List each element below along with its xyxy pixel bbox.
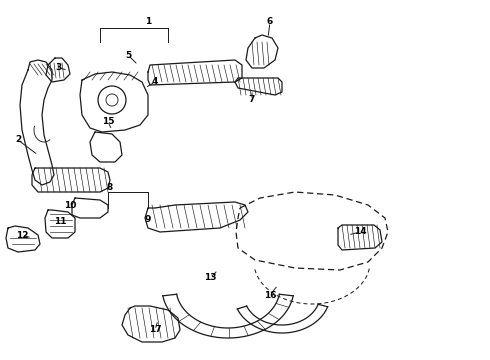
Text: 8: 8 [107, 184, 113, 193]
Text: 15: 15 [102, 117, 114, 126]
Text: 12: 12 [16, 230, 28, 239]
Text: 7: 7 [249, 95, 255, 104]
Text: 3: 3 [55, 63, 61, 72]
Text: 9: 9 [145, 216, 151, 225]
Text: 13: 13 [204, 274, 216, 283]
Text: 14: 14 [354, 228, 367, 237]
Text: 11: 11 [54, 217, 66, 226]
Text: 10: 10 [64, 201, 76, 210]
Text: 2: 2 [15, 135, 21, 144]
Text: 17: 17 [148, 325, 161, 334]
Text: 5: 5 [125, 50, 131, 59]
Text: 4: 4 [152, 77, 158, 86]
Text: 16: 16 [264, 291, 276, 300]
Text: 1: 1 [145, 18, 151, 27]
Text: 6: 6 [267, 18, 273, 27]
